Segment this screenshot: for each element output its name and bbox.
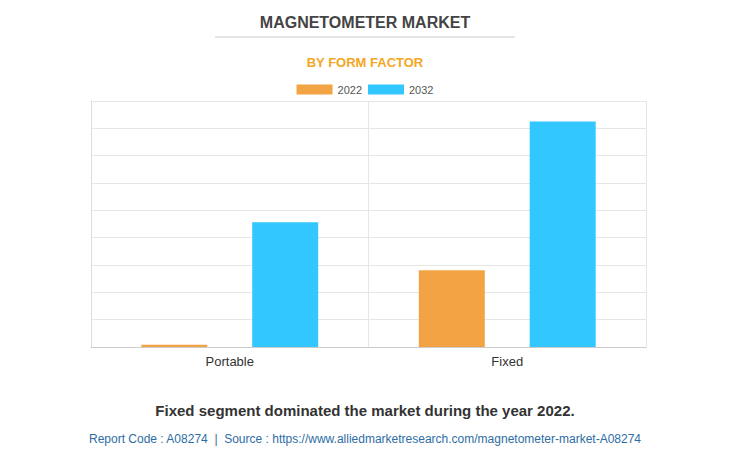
svg-text:Portable: Portable — [206, 354, 254, 369]
svg-text:2022: 2022 — [338, 84, 362, 96]
svg-text:Fixed segment dominated the ma: Fixed segment dominated the market durin… — [155, 402, 574, 419]
svg-text:2032: 2032 — [409, 84, 433, 96]
svg-text:Fixed: Fixed — [491, 354, 523, 369]
svg-text:MAGNETOMETER MARKET: MAGNETOMETER MARKET — [260, 14, 471, 31]
svg-text:Report Code : A08274 | Sourc: Report Code : A08274 | Source : https://… — [89, 432, 641, 446]
svg-text:BY FORM FACTOR: BY FORM FACTOR — [307, 55, 424, 70]
